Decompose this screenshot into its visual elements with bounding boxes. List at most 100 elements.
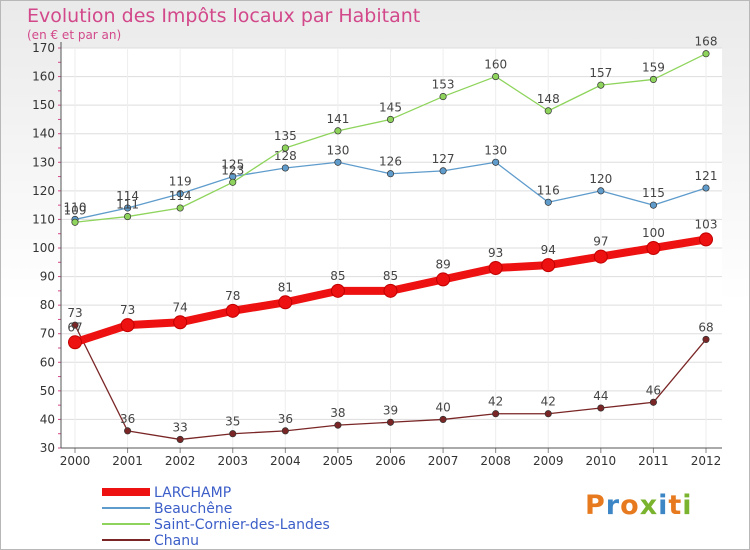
data-point (439, 93, 447, 101)
y-tick-label: 120 (32, 184, 55, 198)
data-label: 36 (278, 412, 293, 426)
logo-letter: P (585, 490, 606, 521)
data-label: 115 (642, 186, 665, 200)
y-tick-label: 40 (40, 412, 55, 426)
data-point (492, 73, 500, 81)
data-point (541, 258, 556, 273)
data-label: 159 (642, 60, 665, 74)
data-point (492, 158, 500, 166)
data-label: 114 (116, 189, 139, 203)
data-label: 36 (120, 412, 135, 426)
data-point (597, 404, 605, 412)
y-tick-label: 110 (32, 212, 55, 226)
data-label: 100 (642, 226, 665, 240)
data-label: 46 (646, 383, 661, 397)
data-label: 93 (488, 246, 503, 260)
data-point (334, 127, 342, 135)
data-label: 121 (695, 169, 718, 183)
data-label: 73 (67, 306, 82, 320)
data-point (386, 418, 395, 426)
data-point (176, 204, 184, 212)
data-label: 126 (379, 155, 402, 169)
y-tick-label: 80 (40, 298, 55, 312)
x-tick-label: 2001 (112, 454, 143, 468)
logo-letter: o (620, 490, 640, 521)
series-chanu: 73 36 33 35 36 38 39 40 42 42 44 46 68 (67, 306, 714, 443)
data-label: 119 (169, 175, 192, 189)
data-point (330, 283, 345, 298)
chart-subtitle: (en € et par an) (27, 28, 122, 42)
data-label: 145 (379, 100, 402, 114)
y-tick-label: 170 (32, 41, 55, 55)
data-label: 94 (541, 243, 556, 257)
data-point (488, 261, 503, 275)
logo-letter: r (605, 490, 621, 521)
x-tick-label: 2003 (217, 454, 248, 468)
data-label: 42 (488, 395, 503, 409)
data-point (649, 201, 657, 209)
logo-letter: i (682, 490, 693, 521)
x-tick-label: 2010 (586, 454, 617, 468)
data-label: 42 (541, 395, 556, 409)
data-label: 116 (537, 183, 560, 197)
logo-letter: t (668, 490, 683, 521)
data-label: 74 (173, 300, 188, 314)
x-tick-label: 2006 (375, 454, 406, 468)
x-tick-label: 2000 (60, 454, 91, 468)
y-tick-label: 160 (32, 70, 55, 84)
data-point (334, 158, 342, 166)
data-label: 38 (330, 406, 345, 420)
data-label: 44 (593, 389, 608, 403)
data-label: 141 (326, 112, 349, 126)
data-point (702, 335, 710, 343)
y-tick-label: 140 (32, 127, 55, 141)
legend-label: LARCHAMP (154, 485, 231, 501)
data-point (386, 170, 395, 178)
data-point (71, 321, 79, 329)
data-point (281, 427, 289, 435)
data-point (646, 241, 661, 255)
data-point (649, 75, 657, 83)
data-point (544, 410, 552, 418)
data-point (544, 198, 552, 206)
data-point (281, 164, 289, 172)
data-point (702, 184, 710, 192)
data-point (386, 115, 395, 123)
data-label: 135 (274, 129, 297, 143)
data-point (702, 50, 710, 58)
data-point (436, 272, 451, 287)
y-tick-label: 60 (40, 355, 55, 369)
data-point (597, 81, 605, 89)
data-label: 85 (330, 269, 345, 283)
data-point (439, 167, 447, 175)
data-label: 67 (67, 320, 82, 334)
data-label: 127 (432, 152, 455, 166)
logo-letter: x (639, 490, 659, 521)
y-tick-label: 50 (40, 384, 55, 398)
data-point (124, 204, 132, 212)
legend-label: Chanu (154, 533, 199, 549)
data-label: 103 (695, 217, 718, 231)
data-point (699, 232, 713, 247)
data-label: 157 (589, 66, 612, 80)
data-label: 130 (484, 143, 507, 157)
data-label: 39 (383, 403, 398, 417)
legend-label: Beauchêne (154, 501, 232, 517)
data-label: 120 (589, 172, 612, 186)
data-label: 81 (278, 280, 293, 294)
data-label: 85 (383, 269, 398, 283)
x-tick-label: 2009 (533, 454, 564, 468)
x-tick-label: 2012 (691, 454, 722, 468)
legend: LARCHAMPBeauchêneSaint-Cornier-des-Lande… (102, 485, 330, 549)
data-point (593, 249, 608, 264)
data-point (229, 178, 237, 186)
y-tick-label: 90 (40, 270, 55, 284)
data-point (124, 213, 132, 221)
data-label: 111 (116, 198, 139, 212)
data-label: 109 (64, 203, 87, 217)
y-tick-label: 30 (40, 441, 55, 455)
